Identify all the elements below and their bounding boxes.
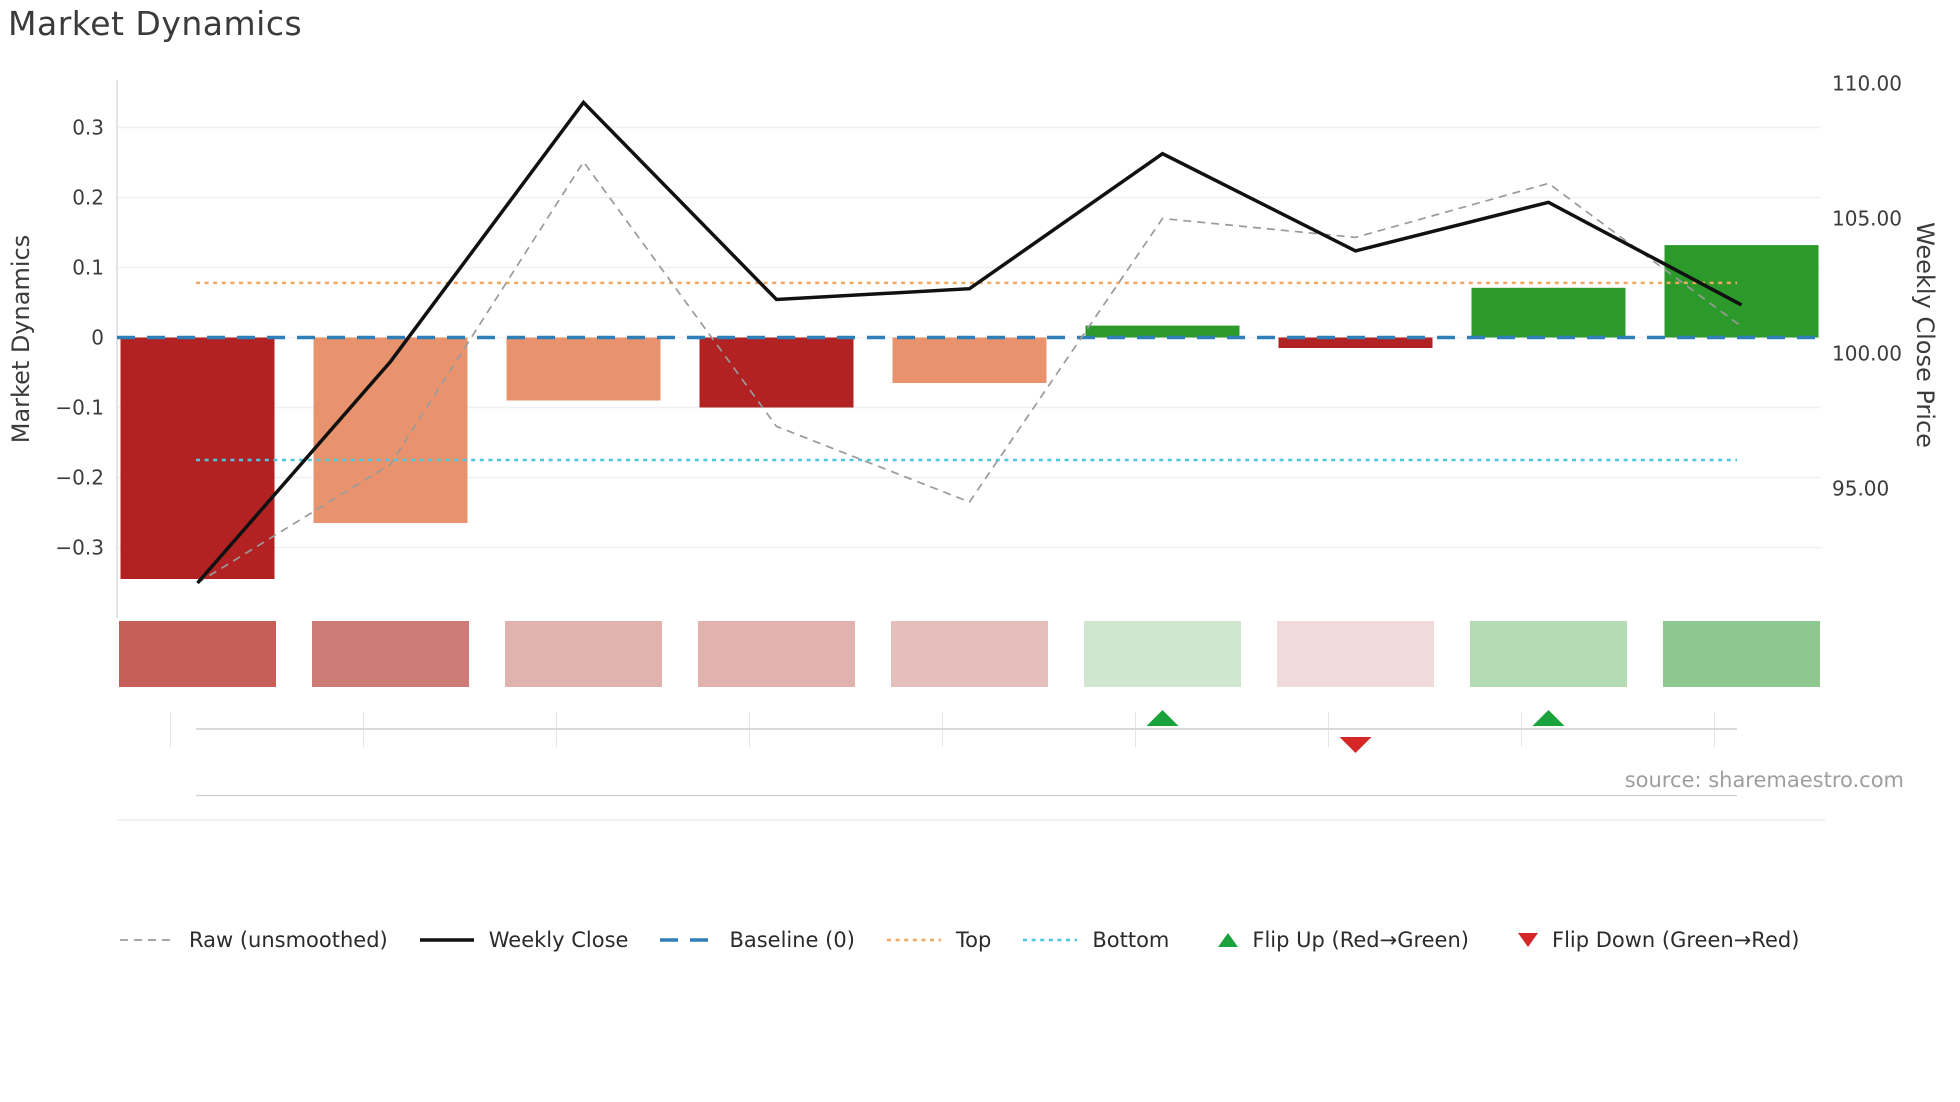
right-axis-tick-label: 105.00 [1832, 207, 1902, 231]
legend-item-flip-up: Flip Up (Red→Green) [1199, 928, 1469, 952]
regime-strip-cell [1277, 621, 1434, 687]
regime-strip-cell [1084, 621, 1241, 687]
left-axis-tick-label: 0 [91, 326, 104, 350]
flip-up-marker [1532, 710, 1565, 726]
left-axis-tick-label: 0.3 [72, 116, 104, 140]
legend-item-raw: Raw (unsmoothed) [118, 928, 388, 952]
legend-top-swatch-icon [886, 938, 941, 942]
right-axis-label: Weekly Close Price [1911, 222, 1939, 448]
signal-bar [1664, 245, 1819, 338]
regime-strip-cell [891, 621, 1048, 687]
legend-label: Flip Up (Red→Green) [1252, 928, 1469, 952]
signal-bar [313, 337, 468, 523]
regime-strip-cell [505, 621, 662, 687]
chart-legend: Raw (unsmoothed) Weekly Close Baseline (0)… [118, 920, 1799, 960]
legend-label: Top [955, 928, 992, 952]
legend-label: Flip Down (Green→Red) [1551, 928, 1800, 952]
left-axis-tick-label: 0.1 [72, 256, 104, 280]
source-attribution: source: sharemaestro.com [1624, 768, 1904, 792]
legend-flip-down-icon [1517, 933, 1538, 947]
legend-label: Raw (unsmoothed) [189, 928, 388, 952]
signal-bar [120, 337, 275, 579]
legend-item-top: Top [885, 928, 991, 952]
legend-label: Bottom [1092, 928, 1170, 952]
legend-weekly-swatch-icon [419, 938, 474, 942]
legend-item-flip-down: Flip Down (Green→Red) [1499, 928, 1799, 952]
right-axis-tick-label: 100.00 [1832, 342, 1902, 366]
legend-raw-swatch-icon [120, 939, 174, 941]
left-axis-tick-label: −0.1 [55, 396, 104, 420]
left-axis-tick-label: −0.3 [55, 536, 104, 560]
right-axis-tick-label: 110.00 [1832, 72, 1902, 96]
legend-item-bottom: Bottom [1021, 928, 1169, 952]
raw-line [197, 160, 1743, 584]
regime-strip-cell [1663, 621, 1820, 687]
left-axis-tick-label: −0.2 [55, 466, 104, 490]
legend-bottom-swatch-icon [1023, 938, 1078, 942]
regime-strip-cell [698, 621, 855, 687]
legend-flip-up-icon [1218, 933, 1239, 947]
signal-bar [1471, 287, 1626, 338]
regime-strip-cell [1470, 621, 1627, 687]
right-axis-tick-label: 95.00 [1832, 477, 1889, 501]
regime-strip-cell [312, 621, 469, 687]
legend-item-baseline: Baseline (0) [658, 928, 855, 952]
legend-label: Weekly Close [488, 928, 629, 952]
legend-item-weekly: Weekly Close [418, 928, 629, 952]
signal-bar [1278, 337, 1433, 348]
legend-baseline-swatch-icon [660, 938, 715, 942]
flip-down-marker [1339, 737, 1372, 753]
signal-bar [1085, 325, 1240, 338]
signal-bar [506, 337, 661, 401]
page-title: Market Dynamics [8, 4, 303, 43]
regime-strip-cell [119, 621, 276, 687]
left-axis-label: Market Dynamics [7, 234, 35, 444]
legend-label: Baseline (0) [729, 928, 855, 952]
flip-up-marker [1146, 710, 1179, 726]
left-axis-tick-label: 0.2 [72, 186, 104, 210]
signal-bar [699, 337, 854, 408]
signal-bar [892, 337, 1047, 383]
weekly-close-line [196, 99, 1743, 585]
